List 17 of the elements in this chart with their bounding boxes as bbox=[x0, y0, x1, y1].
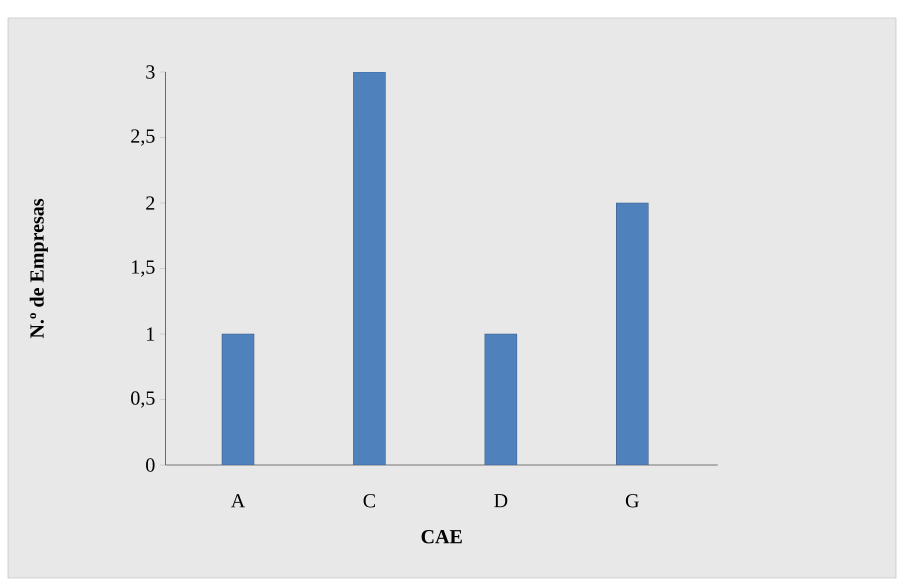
x-tick-label: G bbox=[626, 494, 639, 508]
y-axis-title: N.º de Empresas bbox=[30, 198, 48, 338]
x-tick-label: C bbox=[364, 494, 375, 508]
y-tick-label: 1 bbox=[147, 327, 154, 341]
y-tick-label: 0,5 bbox=[131, 391, 155, 408]
x-tick-label: A bbox=[230, 494, 246, 508]
x-tick-label: D bbox=[494, 494, 508, 508]
bar bbox=[616, 202, 649, 465]
y-tick-label: 0 bbox=[146, 458, 155, 472]
y-tick-label: 3 bbox=[146, 65, 155, 79]
x-axis-title: CAE bbox=[422, 530, 462, 544]
y-tick-label: 1,5 bbox=[132, 260, 155, 277]
bar bbox=[353, 72, 386, 465]
bar bbox=[222, 334, 254, 465]
y-tick-label: 2 bbox=[146, 196, 154, 210]
y-tick-label: 2,5 bbox=[131, 129, 155, 146]
bar bbox=[484, 334, 518, 465]
